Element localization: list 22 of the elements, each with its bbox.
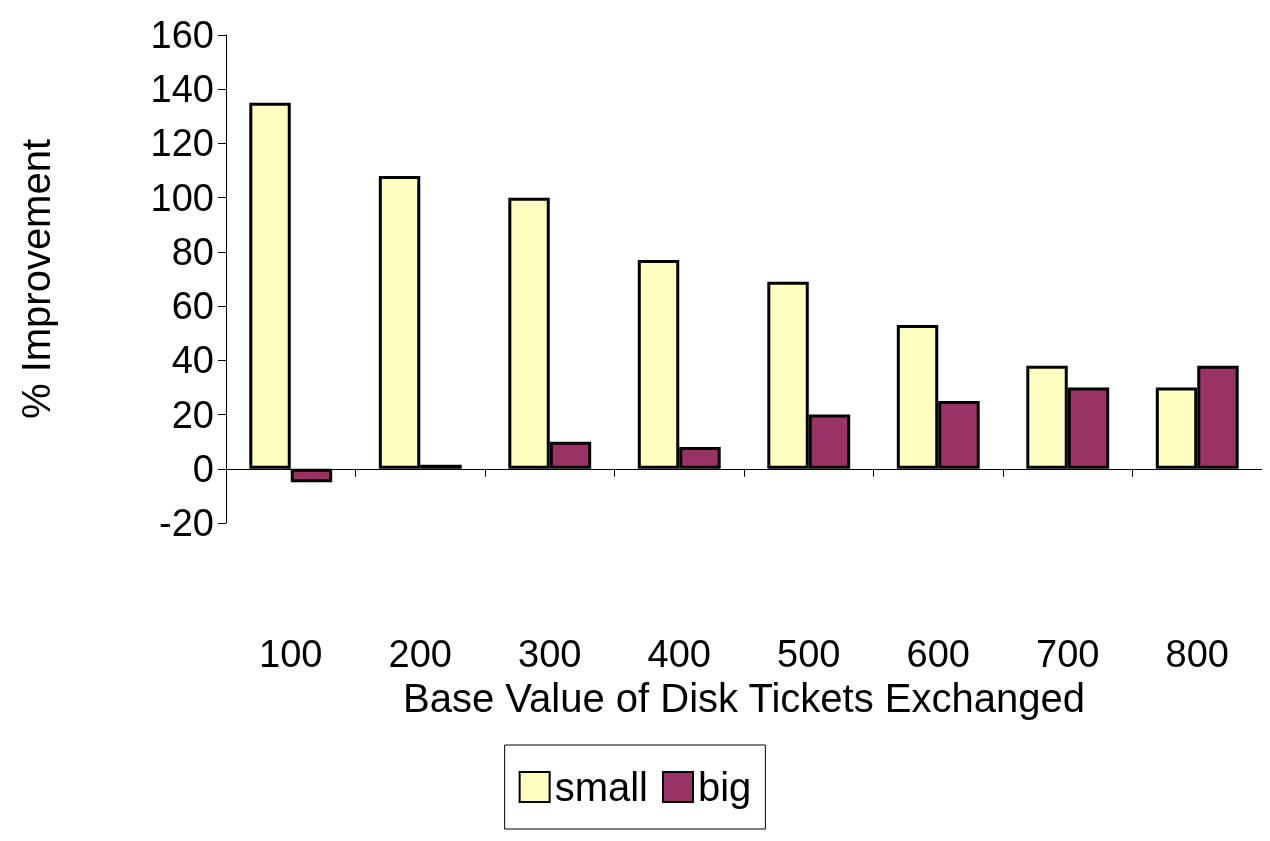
y-tick-label: 40 [171,339,214,382]
y-tick-label: -20 [159,502,214,544]
x-tick-label: 700 [1036,633,1100,675]
x-tick-label: 400 [647,633,711,675]
x-tick-label: 500 [777,633,841,675]
x-tick-label: 800 [1165,633,1229,675]
y-tick-label: 140 [150,68,214,111]
y-tick-label: 60 [171,285,214,328]
x-tick-label: 100 [259,633,323,675]
y-tick-label: 100 [150,176,214,219]
y-tick-label: 0 [192,447,214,490]
legend-label: big [697,765,752,809]
y-tick-label: 20 [171,393,214,436]
y-tick-label: 160 [150,14,214,56]
y-tick-label: 80 [171,230,214,273]
y-axis-title: % Improvement [14,138,58,420]
legend-label: small [554,765,648,809]
x-tick-label: 300 [518,633,582,675]
x-tick-label: 600 [906,633,970,675]
x-axis-title: Base Value of Disk Tickets Exchanged [403,675,1085,720]
y-tick-label: 120 [150,122,214,165]
x-tick-label: 200 [388,633,452,675]
